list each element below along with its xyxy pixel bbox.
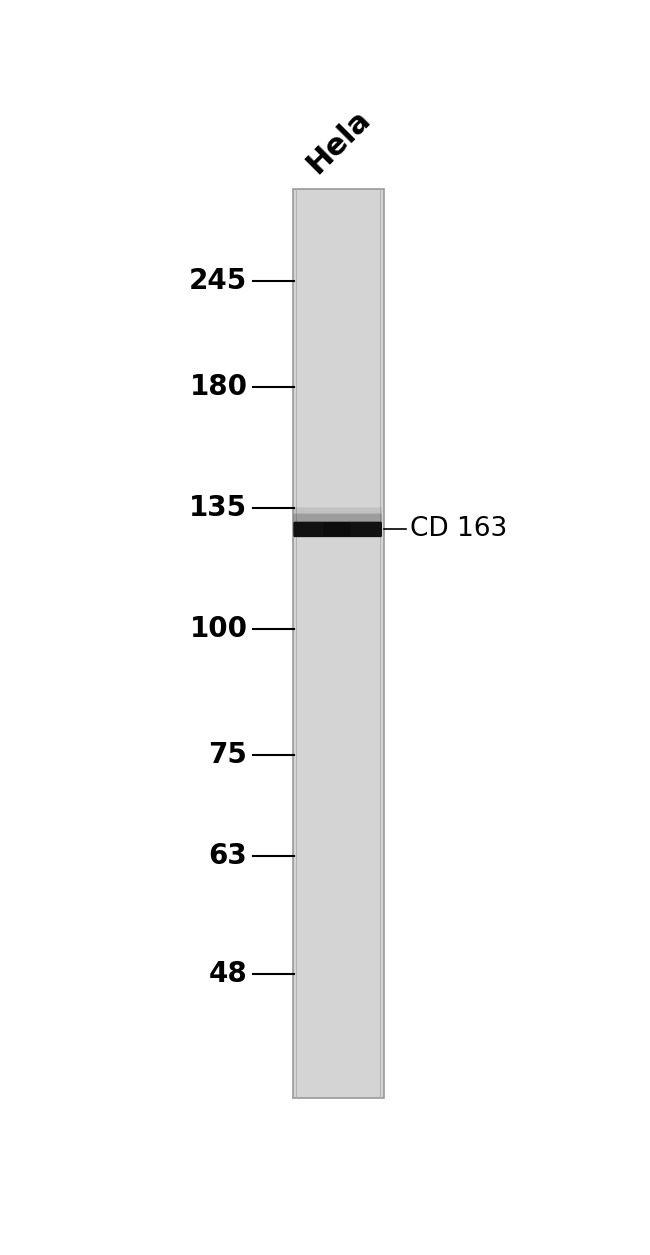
Bar bbox=[292, 190, 384, 1098]
FancyBboxPatch shape bbox=[293, 513, 382, 533]
FancyBboxPatch shape bbox=[293, 522, 382, 537]
FancyBboxPatch shape bbox=[323, 522, 350, 536]
Text: 100: 100 bbox=[190, 615, 248, 643]
Text: 245: 245 bbox=[189, 267, 248, 295]
Text: 180: 180 bbox=[190, 373, 248, 402]
Text: 75: 75 bbox=[209, 740, 248, 768]
Text: 48: 48 bbox=[209, 960, 248, 988]
Text: 63: 63 bbox=[209, 842, 248, 870]
Text: 135: 135 bbox=[189, 494, 248, 522]
FancyBboxPatch shape bbox=[293, 507, 382, 532]
Text: CD 163: CD 163 bbox=[410, 516, 507, 542]
Text: Hela: Hela bbox=[301, 104, 376, 179]
